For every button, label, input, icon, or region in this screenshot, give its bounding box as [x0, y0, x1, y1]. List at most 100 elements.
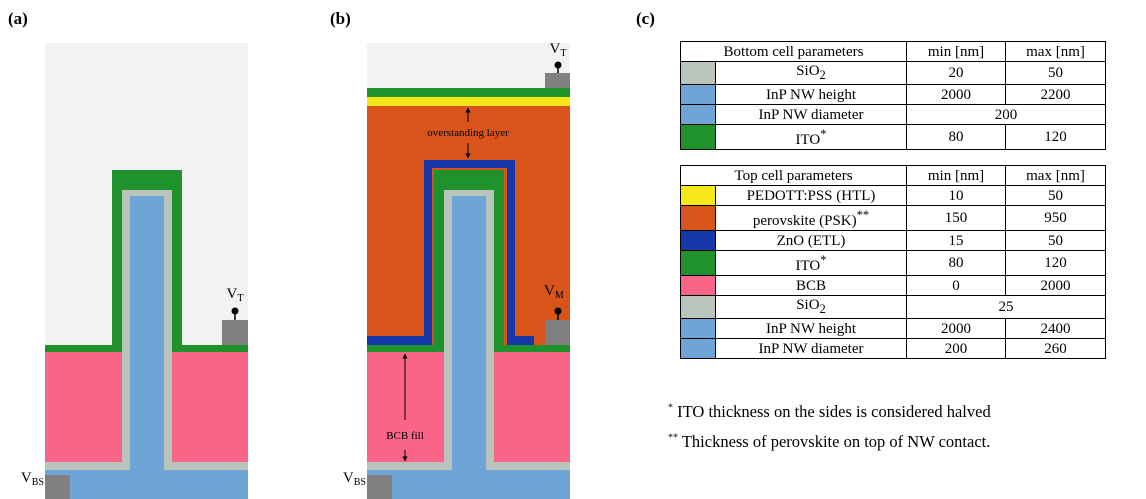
- header-cell: max [nm]: [1006, 42, 1106, 62]
- name-cell: InP NW height: [716, 319, 907, 339]
- max-cell: 50: [1006, 231, 1106, 251]
- min-cell: 10: [907, 186, 1006, 206]
- value-cell: 25: [907, 296, 1106, 319]
- name-cell: InP NW diameter: [716, 339, 907, 359]
- name: InP NW diameter: [759, 341, 864, 357]
- color-swatch: [681, 339, 716, 359]
- value-cell: 200: [907, 105, 1106, 125]
- name: InP NW diameter: [759, 107, 864, 123]
- max-cell: 950: [1006, 206, 1106, 231]
- footnote-text: Thickness of perovskite on top of NW con…: [682, 432, 991, 451]
- name: ITO: [796, 132, 821, 148]
- min-cell: 2000: [907, 85, 1006, 105]
- name-cell: perovskite (PSK)**: [716, 206, 907, 231]
- header-cell: max [nm]: [1006, 166, 1106, 186]
- page: (a) VT VBS (b): [0, 0, 1146, 499]
- max-cell: 260: [1006, 339, 1106, 359]
- min-cell: 0: [907, 276, 1006, 296]
- name: ITO: [796, 258, 821, 274]
- name-cell: ZnO (ETL): [716, 231, 907, 251]
- max-cell: 120: [1006, 125, 1106, 150]
- name-cell: ITO*: [716, 125, 907, 150]
- min-cell: 200: [907, 339, 1006, 359]
- max-cell: 50: [1006, 62, 1106, 85]
- name: InP NW height: [766, 87, 856, 103]
- min-cell: 150: [907, 206, 1006, 231]
- color-swatch: [681, 251, 716, 276]
- superscript: *: [820, 253, 826, 267]
- header-cell: Bottom cell parameters: [681, 42, 907, 62]
- max-cell: 2000: [1006, 276, 1106, 296]
- table-row: InP NW diameter 200: [681, 105, 1106, 125]
- min-cell: 2000: [907, 319, 1006, 339]
- min-cell: 80: [907, 125, 1006, 150]
- footnote-text: ITO thickness on the sides is considered…: [677, 402, 991, 421]
- max-cell: 50: [1006, 186, 1106, 206]
- name: InP NW height: [766, 321, 856, 337]
- color-swatch: [681, 296, 716, 319]
- name-cell: PEDOTT:PSS (HTL): [716, 186, 907, 206]
- name-cell: InP NW height: [716, 85, 907, 105]
- annotation: BCB fill: [386, 430, 424, 442]
- contact-label: VBS: [343, 470, 366, 488]
- subscript: 2: [820, 68, 826, 82]
- header-cell: min [nm]: [907, 42, 1006, 62]
- name: SiO: [796, 297, 819, 313]
- subscript: 2: [820, 302, 826, 316]
- footnote: * ITO thickness on the sides is consider…: [668, 402, 991, 422]
- color-swatch: [681, 276, 716, 296]
- name: SiO: [796, 63, 819, 79]
- header-cell: Top cell parameters: [681, 166, 907, 186]
- footnote-mark: *: [668, 403, 673, 414]
- max-cell: 2200: [1006, 85, 1106, 105]
- min-cell: 20: [907, 62, 1006, 85]
- name-cell: SiO2: [716, 62, 907, 85]
- max-cell: 120: [1006, 251, 1106, 276]
- footnote: ** Thickness of perovskite on top of NW …: [668, 432, 990, 452]
- name: perovskite (PSK): [753, 213, 857, 229]
- color-swatch: [681, 125, 716, 150]
- color-swatch: [681, 105, 716, 125]
- color-swatch: [681, 206, 716, 231]
- panel-label: (b): [330, 9, 351, 28]
- color-swatch: [681, 85, 716, 105]
- panel-label: (c): [636, 9, 655, 28]
- color-swatch: [681, 231, 716, 251]
- annotation: overstanding layer: [427, 127, 509, 139]
- panel-label: (a): [8, 9, 28, 28]
- color-swatch: [681, 62, 716, 85]
- name-cell: BCB: [716, 276, 907, 296]
- name-cell: InP NW diameter: [716, 105, 907, 125]
- superscript: **: [857, 208, 870, 222]
- header-cell: min [nm]: [907, 166, 1006, 186]
- footnote-mark: **: [668, 433, 678, 444]
- min-cell: 80: [907, 251, 1006, 276]
- name: BCB: [796, 278, 826, 294]
- color-swatch: [681, 186, 716, 206]
- name-cell: SiO2: [716, 296, 907, 319]
- contact-label: VBS: [21, 470, 44, 488]
- min-cell: 15: [907, 231, 1006, 251]
- color-swatch: [681, 319, 716, 339]
- name-cell: ITO*: [716, 251, 907, 276]
- name: ZnO (ETL): [777, 233, 846, 249]
- max-cell: 2400: [1006, 319, 1106, 339]
- superscript: *: [820, 127, 826, 141]
- name: PEDOTT:PSS (HTL): [747, 188, 876, 204]
- panel-a: [45, 43, 248, 499]
